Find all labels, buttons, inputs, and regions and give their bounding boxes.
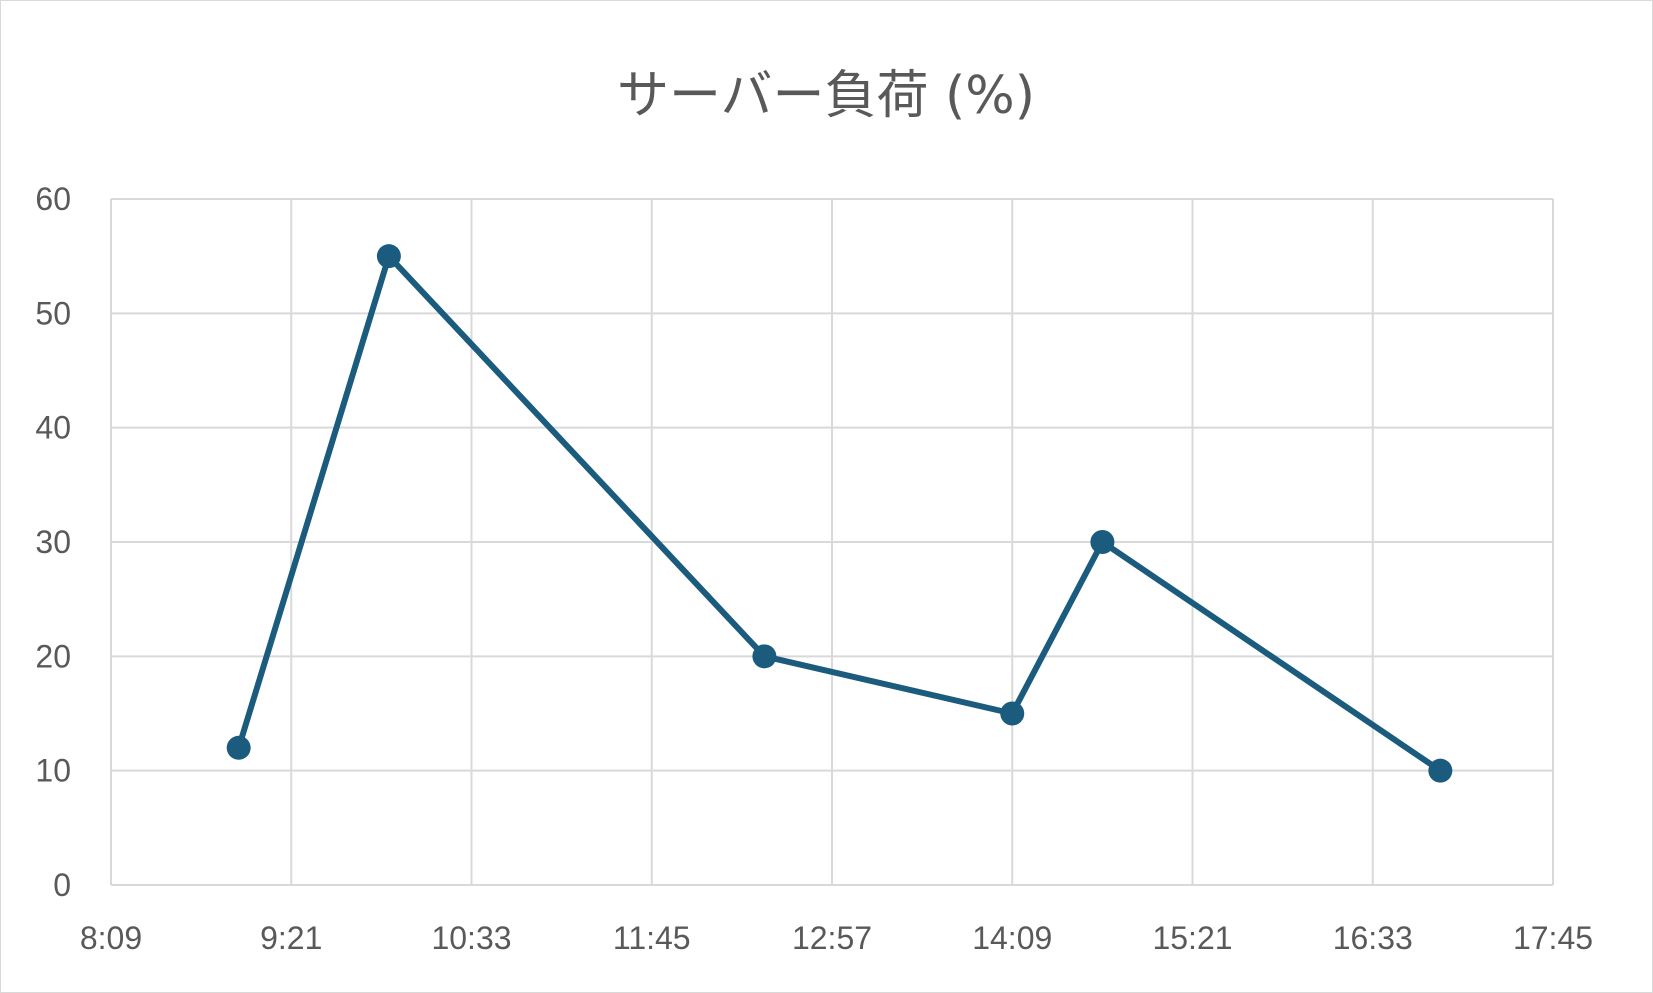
data-point (1090, 530, 1115, 554)
data-point (1000, 701, 1025, 726)
data-point (226, 735, 251, 760)
chart-title: サーバー負荷 (%) (617, 66, 1035, 126)
x-tick-label: 9:21 (260, 920, 322, 956)
x-tick-label: 10:33 (431, 920, 511, 956)
grid (110, 198, 1554, 886)
y-tick-label: 0 (53, 867, 71, 903)
y-tick-label: 50 (35, 295, 71, 331)
x-tick-label: 12:57 (792, 920, 872, 956)
data-point (1428, 758, 1453, 783)
y-tick-label: 10 (35, 753, 71, 789)
series-line (235, 253, 1444, 774)
data-point (752, 644, 777, 669)
y-tick-label: 40 (35, 410, 71, 446)
x-tick-label: 15:21 (1152, 920, 1232, 956)
x-tick-label: 11:45 (613, 920, 691, 956)
series-group (226, 244, 1453, 783)
x-tick-label: 17:45 (1513, 920, 1593, 956)
y-axis-ticks: 0 10 20 30 40 50 60 (35, 181, 71, 903)
x-axis-ticks: 8:09 9:21 10:33 11:45 12:57 14:09 15:21 16:33 17… (80, 920, 1593, 956)
y-tick-label: 30 (35, 524, 71, 560)
x-tick-label: 16:33 (1333, 920, 1413, 956)
y-tick-label: 60 (35, 181, 71, 217)
data-point (376, 244, 401, 269)
x-tick-label: 14:09 (972, 920, 1052, 956)
y-tick-label: 20 (35, 638, 71, 674)
x-tick-label: 8:09 (80, 920, 142, 956)
